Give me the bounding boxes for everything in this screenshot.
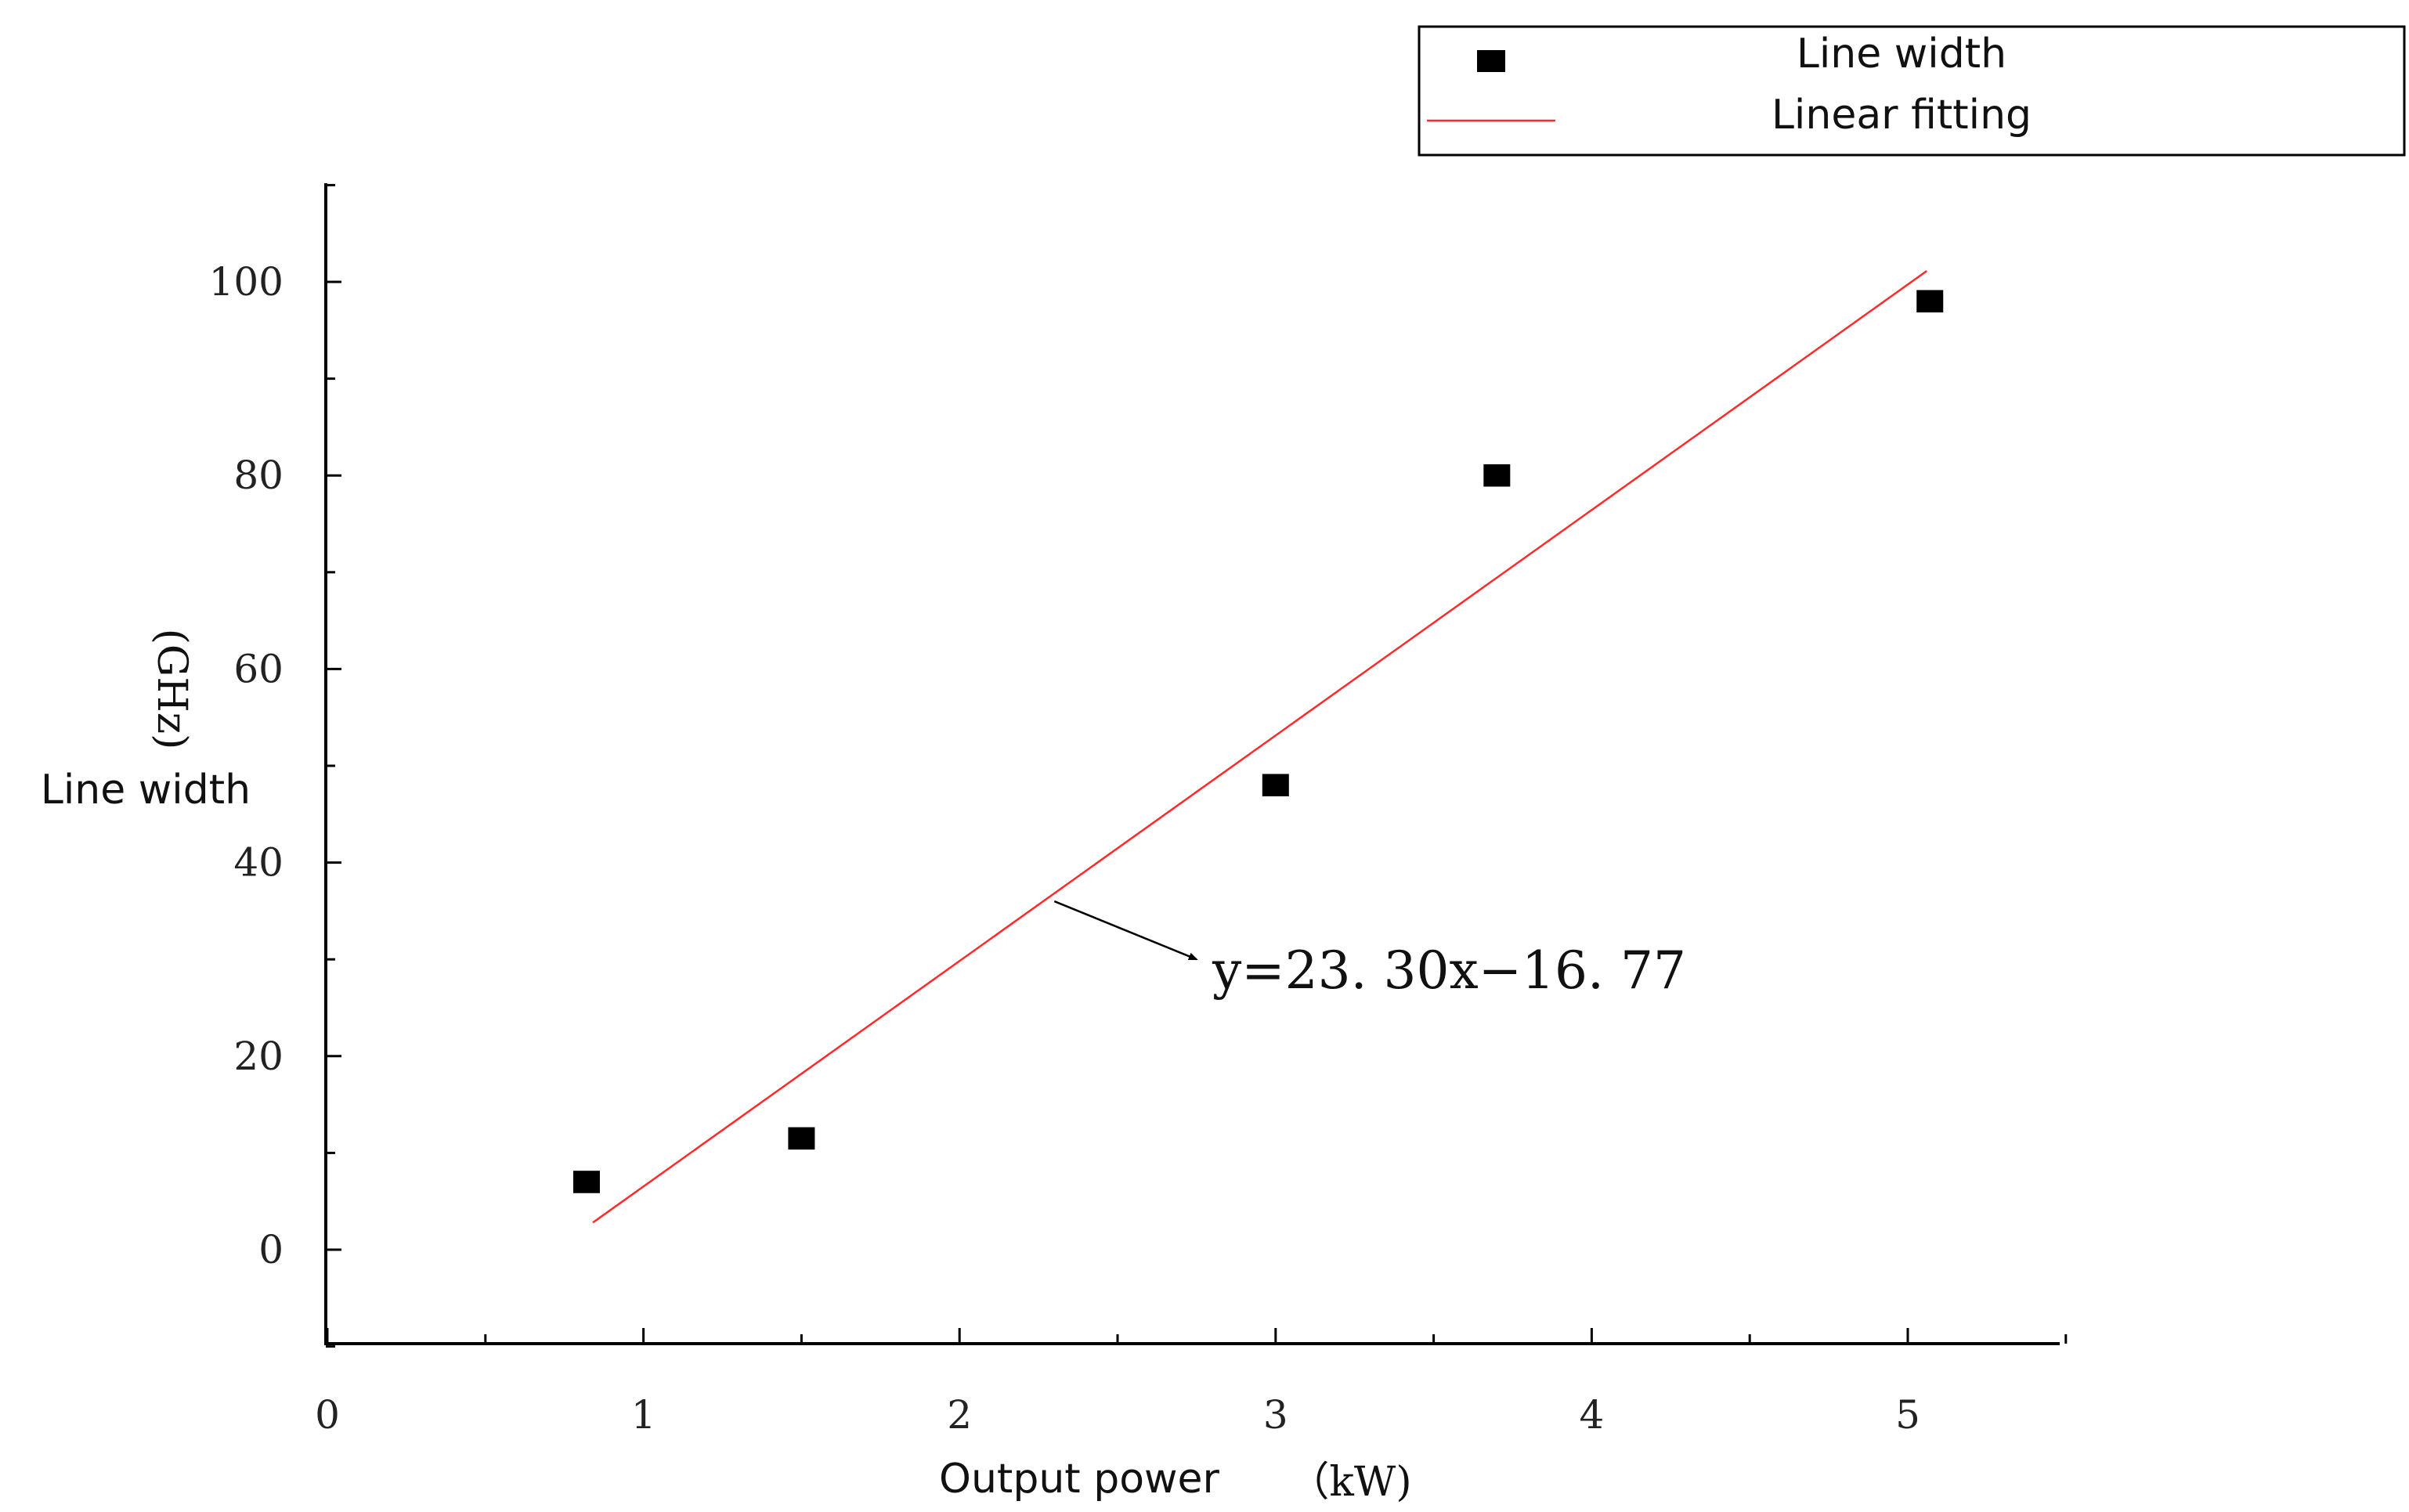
legend-marker-line-width — [1477, 50, 1505, 72]
x-axis-label: Output power — [939, 1456, 1220, 1503]
axes: 0 1 2 3 4 5 0 20 40 60 80 100 — [209, 183, 2068, 1438]
annotation-arrow — [1053, 900, 1198, 961]
data-point — [788, 1127, 815, 1150]
data-points — [572, 290, 1944, 1193]
legend-box — [1418, 25, 2406, 157]
y-tick-label: 0 — [258, 1227, 284, 1272]
legend: Line width Linear fitting — [1418, 25, 2406, 157]
y-ticks — [326, 183, 341, 1348]
x-tick-label: 0 — [315, 1392, 340, 1438]
y-tick-label: 100 — [209, 259, 284, 305]
x-tick-label: 2 — [947, 1392, 972, 1438]
y-axis-label: Line width — [41, 767, 251, 814]
x-tick-label: 4 — [1579, 1392, 1604, 1438]
legend-label-linear-fitting: Linear fitting — [1772, 92, 2032, 139]
y-tick-label: 60 — [233, 646, 284, 691]
y-axis-unit: (GHz) — [148, 629, 195, 750]
data-point — [1483, 464, 1511, 487]
x-axis-unit: （kW) — [1288, 1459, 1411, 1506]
y-tick-label: 40 — [233, 840, 284, 886]
x-tick-labels: 0 1 2 3 4 5 — [315, 1392, 1920, 1438]
data-point — [1916, 290, 1944, 312]
fit-equation-annotation: y=23. 30x−16. 77 — [1212, 940, 1686, 1001]
legend-label-line-width: Line width — [1797, 31, 2006, 78]
linear-fit-line — [592, 270, 1927, 1224]
data-point — [1262, 774, 1289, 796]
y-tick-label: 80 — [233, 453, 284, 498]
y-tick-labels: 0 20 40 60 80 100 — [209, 259, 284, 1272]
x-ticks — [326, 1328, 2068, 1344]
x-tick-label: 5 — [1895, 1392, 1920, 1438]
x-tick-label: 3 — [1263, 1392, 1288, 1438]
data-point — [572, 1171, 600, 1193]
y-tick-label: 20 — [233, 1034, 284, 1079]
x-tick-label: 1 — [631, 1392, 656, 1438]
